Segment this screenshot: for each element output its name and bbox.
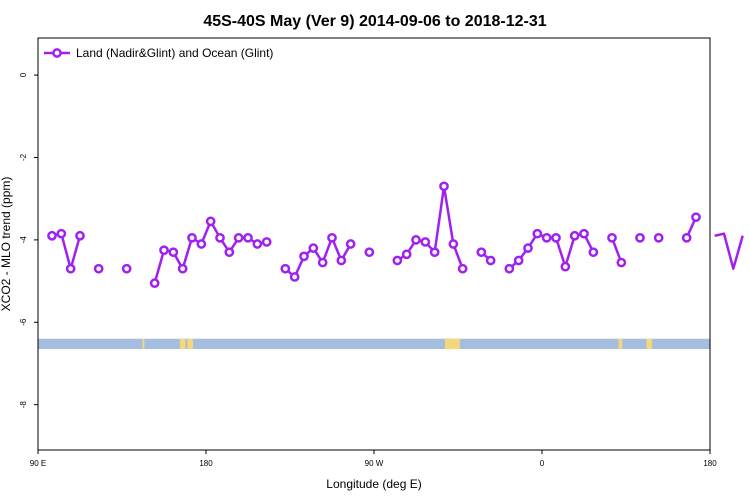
data-point-0-29 (401, 249, 412, 260)
data-point-0-16 (243, 232, 253, 243)
x-tick-label-2: 90 W (365, 459, 384, 468)
ocean-band (38, 338, 710, 350)
data-point-0-50 (635, 232, 645, 243)
data-point-0-3 (75, 230, 85, 241)
land-segment-5 (646, 338, 653, 350)
data-point-0-40 (523, 243, 533, 253)
land-segment-1 (179, 338, 186, 350)
data-point-0-13 (215, 232, 225, 243)
land-segment-2 (187, 338, 193, 350)
data-point-0-23 (317, 257, 328, 268)
land-segment-4 (618, 338, 623, 350)
data-point-0-38 (504, 263, 515, 274)
data-point-0-17 (252, 239, 263, 249)
data-point-0-33 (439, 181, 449, 192)
data-point-0-24 (327, 232, 337, 243)
data-point-0-48 (607, 232, 617, 243)
data-point-0-46 (579, 228, 589, 239)
data-point-0-30 (411, 235, 421, 245)
data-point-0-18 (261, 237, 272, 247)
data-point-0-0 (47, 230, 57, 241)
data-point-0-42 (541, 232, 552, 243)
data-point-0-6 (149, 278, 160, 288)
data-point-0-22 (308, 243, 319, 253)
y-tick-label-3: -6 (19, 318, 28, 326)
legend-label: Land (Nadir&Glint) and Ocean (Glint) (76, 46, 273, 60)
data-point-0-53 (691, 212, 701, 223)
data-point-0-51 (653, 232, 664, 243)
data-point-0-44 (560, 261, 571, 272)
data-point-0-26 (345, 239, 356, 249)
data-point-0-52 (681, 232, 692, 243)
data-point-0-21 (299, 251, 309, 262)
data-point-0-49 (616, 257, 627, 268)
x-tick-label-1: 180 (199, 459, 213, 468)
data-point-0-31 (420, 237, 431, 247)
legend-marker (52, 48, 62, 58)
data-point-0-47 (588, 247, 599, 258)
data-point-0-39 (513, 255, 524, 266)
data-point-0-27 (364, 247, 375, 258)
y-tick-label-1: -2 (19, 153, 28, 161)
data-point-0-43 (551, 232, 561, 243)
data-point-0-1 (56, 228, 67, 239)
series-line-0-13 (714, 232, 744, 270)
data-point-0-45 (569, 230, 580, 241)
data-point-0-9 (177, 263, 188, 274)
x-tick-label-3: 0 (540, 459, 545, 468)
data-point-0-5 (121, 263, 132, 274)
y-tick-label-0: 0 (19, 72, 28, 77)
land-strip (38, 338, 710, 350)
x-axis: 90 E 180 90 W 0 180 (30, 450, 717, 468)
x-tick-label-0: 90 E (30, 459, 46, 468)
data-point-0-20 (289, 272, 300, 282)
data-point-0-25 (336, 255, 347, 266)
data-point-0-41 (532, 228, 543, 239)
data-point-0-37 (485, 255, 496, 266)
y-tick-label-4: -8 (19, 401, 28, 409)
land-segment-0 (142, 338, 145, 350)
data-point-0-36 (476, 247, 487, 258)
data-point-0-4 (93, 263, 104, 274)
plot-frame (37, 37, 711, 451)
data-point-0-14 (224, 247, 235, 258)
data-point-0-28 (392, 255, 403, 266)
data-point-0-10 (187, 232, 197, 243)
plot-area (47, 181, 744, 288)
data-point-0-34 (448, 239, 459, 249)
data-point-0-7 (159, 245, 169, 256)
data-point-0-35 (457, 263, 468, 274)
land-segment-3 (444, 338, 460, 350)
chart-title: 45S-40S May (Ver 9) 2014-09-06 to 2018-1… (203, 13, 546, 30)
x-tick-label-4: 180 (703, 459, 717, 468)
series-line-0-0 (51, 232, 82, 270)
data-point-0-15 (233, 232, 244, 243)
y-axis-label: XCO2 - MLO trend (ppm) (0, 177, 13, 312)
x-axis-label: Longitude (deg E) (326, 477, 421, 491)
y-tick-label-2: -4 (19, 236, 28, 244)
data-point-0-19 (280, 263, 291, 274)
data-point-0-2 (65, 263, 76, 274)
data-point-0-32 (429, 247, 440, 258)
data-point-0-8 (168, 247, 179, 258)
data-point-0-12 (205, 216, 216, 227)
y-axis: 0 -2 -4 -6 -8 (19, 72, 38, 408)
legend: Land (Nadir&Glint) and Ocean (Glint) (44, 46, 273, 60)
data-point-0-11 (196, 239, 207, 249)
